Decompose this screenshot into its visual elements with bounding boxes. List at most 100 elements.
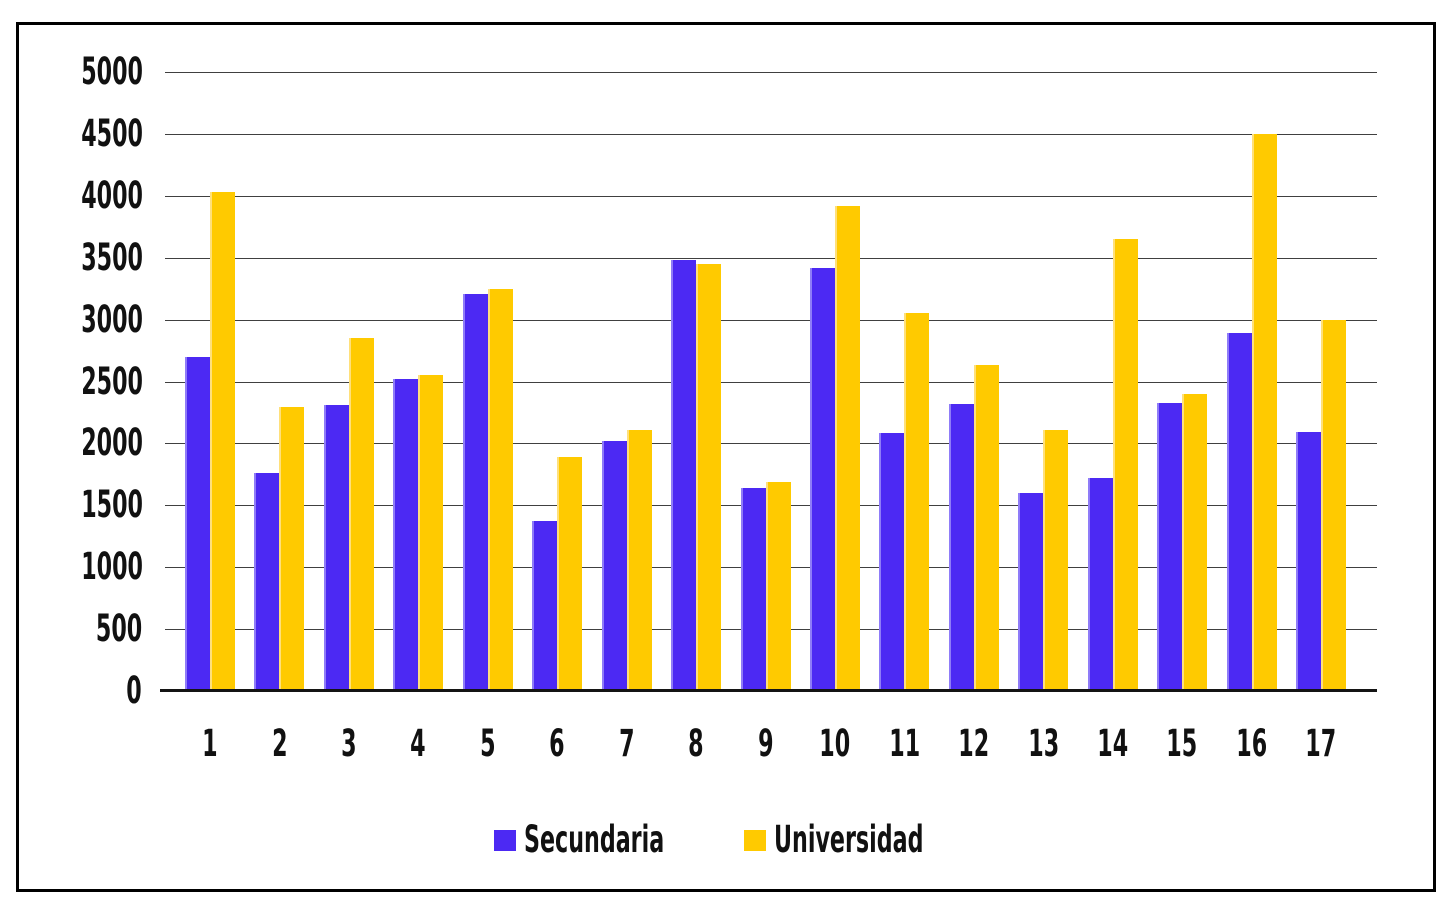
- x-axis-line: [160, 689, 1377, 692]
- x-axis-label-text: 12: [958, 722, 990, 765]
- y-axis-label-text: 5000: [81, 50, 143, 93]
- bar-secundaria-8: [671, 260, 696, 691]
- bar-universidad-14: [1113, 239, 1138, 691]
- x-axis-label-text: 3: [341, 722, 357, 765]
- x-axis-label-text: 6: [549, 722, 565, 765]
- bar-secundaria-6: [532, 521, 557, 691]
- bar-secundaria-1: [185, 357, 210, 691]
- x-axis-label: 7: [587, 722, 667, 765]
- x-axis-label: 5: [448, 722, 528, 765]
- gridline: [165, 72, 1377, 73]
- x-axis-label-text: 13: [1027, 722, 1059, 765]
- bar-secundaria-10: [810, 268, 835, 691]
- x-axis-label: 11: [864, 722, 944, 765]
- y-axis-label: 4500: [40, 112, 143, 155]
- bar-universidad-11: [904, 313, 929, 691]
- bar-secundaria-11: [879, 433, 904, 691]
- bar-universidad-17: [1321, 320, 1346, 691]
- bar-universidad-8: [696, 264, 721, 691]
- bar-universidad-4: [418, 375, 443, 691]
- y-axis-label-text: 2000: [81, 421, 143, 464]
- gridline: [165, 196, 1377, 197]
- x-axis-label: 15: [1142, 722, 1222, 765]
- x-axis-label: 10: [795, 722, 875, 765]
- x-axis-label: 9: [726, 722, 806, 765]
- legend-swatch-secundaria: [494, 830, 516, 851]
- y-axis-label: 3000: [40, 298, 143, 341]
- y-axis-label-text: 4000: [81, 174, 143, 217]
- x-axis-label: 14: [1073, 722, 1153, 765]
- bar-universidad-6: [557, 457, 582, 691]
- x-axis-label: 1: [170, 722, 250, 765]
- y-axis-label-text: 4500: [81, 112, 143, 155]
- y-axis-label: 1500: [40, 483, 143, 526]
- y-axis-label-text: 1000: [81, 545, 143, 588]
- legend-label-text: Secundaria: [524, 818, 665, 861]
- gridline: [165, 258, 1377, 259]
- bar-universidad-12: [974, 365, 999, 691]
- x-axis-label-text: 8: [688, 722, 704, 765]
- legend-swatch-universidad: [744, 830, 766, 851]
- gridline: [165, 134, 1377, 135]
- bar-universidad-1: [210, 192, 235, 691]
- bar-universidad-10: [835, 206, 860, 691]
- y-axis-label: 500: [40, 607, 142, 650]
- x-axis-label-text: 17: [1305, 722, 1337, 765]
- y-axis-label-text: 1500: [81, 483, 143, 526]
- bar-secundaria-13: [1018, 493, 1043, 691]
- x-axis-label: 2: [239, 722, 319, 765]
- x-axis-label: 12: [934, 722, 1014, 765]
- legend-label-text: Universidad: [774, 818, 924, 861]
- x-axis-label: 13: [1003, 722, 1083, 765]
- x-axis-label: 16: [1212, 725, 1292, 762]
- bar-secundaria-16: [1227, 333, 1252, 691]
- y-axis-label-text: 0: [126, 669, 142, 712]
- bar-secundaria-12: [949, 404, 974, 691]
- bar-secundaria-7: [602, 441, 627, 691]
- bar-secundaria-15: [1157, 403, 1182, 691]
- y-axis-label: 2000: [40, 421, 143, 464]
- x-axis-label-text: 15: [1166, 722, 1198, 765]
- y-axis-label: 2500: [40, 360, 143, 403]
- bar-secundaria-4: [393, 379, 418, 691]
- y-axis-label-text: 3500: [81, 236, 143, 279]
- x-axis-label-text: 10: [819, 722, 851, 765]
- gridline: [165, 382, 1377, 383]
- x-axis-label: 6: [517, 722, 597, 765]
- bar-universidad-7: [627, 430, 652, 691]
- gridline: [165, 443, 1377, 444]
- y-axis-label: 5000: [40, 50, 143, 93]
- bar-universidad-9: [766, 482, 791, 691]
- bar-secundaria-5: [463, 294, 488, 691]
- x-axis-label-text: 1: [202, 722, 218, 765]
- bar-universidad-15: [1182, 394, 1207, 691]
- bar-universidad-3: [349, 338, 374, 691]
- bar-universidad-13: [1043, 430, 1068, 691]
- x-axis-label-text: 14: [1097, 722, 1129, 765]
- y-axis-label-text: 3000: [81, 298, 143, 341]
- y-axis-label: 1000: [40, 545, 143, 588]
- y-axis-label-text: 500: [95, 607, 142, 650]
- x-axis-label: 3: [309, 722, 389, 765]
- bar-universidad-5: [488, 289, 513, 691]
- bar-secundaria-9: [741, 488, 766, 691]
- x-axis-label-text: 11: [888, 722, 920, 765]
- gridline: [165, 320, 1377, 321]
- bar-secundaria-3: [324, 405, 349, 691]
- x-axis-label-text: 9: [757, 722, 774, 765]
- bar-universidad-16: [1252, 134, 1277, 691]
- x-axis-label: 4: [378, 725, 458, 762]
- x-axis-label: 17: [1281, 722, 1361, 765]
- legend-label-universidad: Universidad: [774, 818, 1023, 861]
- y-axis-label-text: 2500: [81, 360, 143, 403]
- bar-secundaria-17: [1296, 432, 1321, 691]
- x-axis-label: 8: [656, 722, 736, 765]
- y-axis-label: 0: [40, 669, 142, 712]
- x-axis-label-text: 2: [271, 722, 288, 765]
- x-axis-label-text: 5: [480, 722, 496, 765]
- y-axis-label: 4000: [40, 174, 143, 217]
- bar-secundaria-14: [1088, 478, 1113, 691]
- legend-label-secundaria: Secundaria: [524, 818, 758, 861]
- x-axis-label-text: 7: [618, 722, 635, 765]
